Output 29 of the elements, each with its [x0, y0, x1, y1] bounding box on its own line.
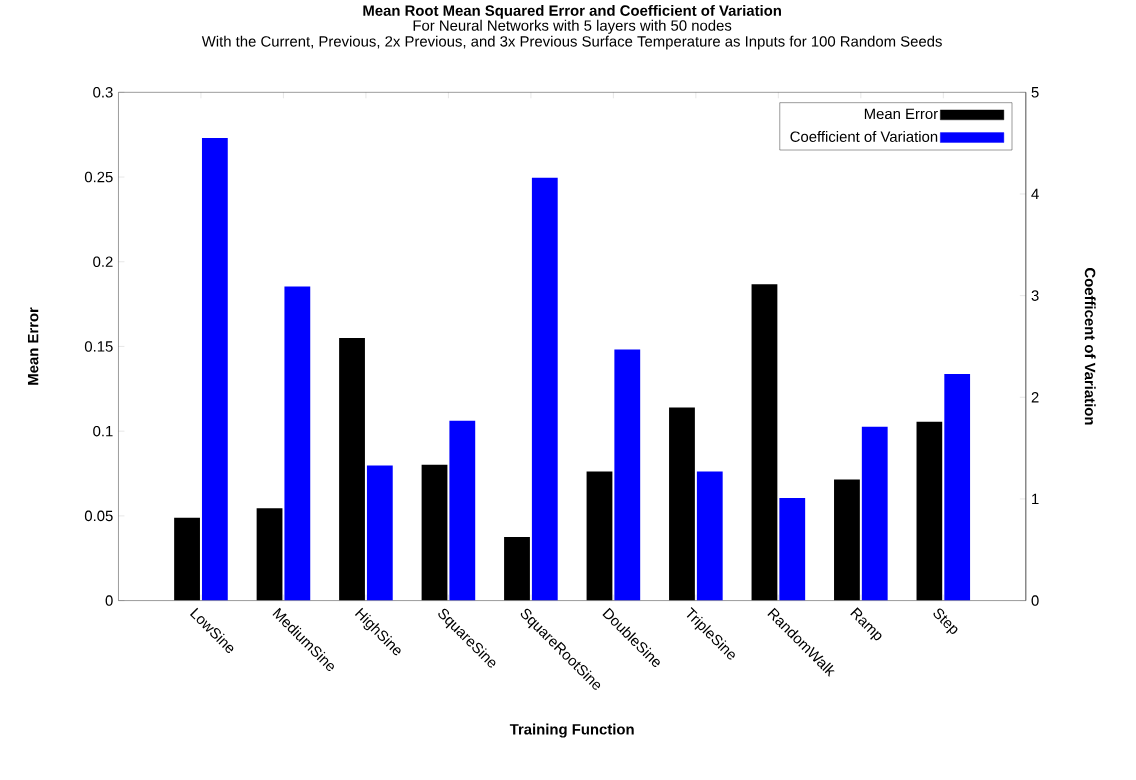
y2-tick-label: 2 — [1031, 391, 1039, 403]
y-tick-label: 0.1 — [93, 425, 113, 437]
y2-tick-label: 1 — [1032, 493, 1039, 504]
y-tick-label: 0.25 — [84, 171, 113, 183]
y2-tick-label: 4 — [1031, 188, 1039, 199]
bar — [504, 536, 530, 601]
y-tick-label: 0.05 — [84, 510, 113, 522]
bar — [751, 284, 778, 601]
bar — [531, 177, 558, 601]
y-axis-title: Mean Error — [27, 307, 39, 385]
y2-tick-label: 3 — [1031, 290, 1039, 301]
y2-tick-label: 5 — [1031, 87, 1039, 98]
bar — [174, 517, 200, 601]
text: With the Current, Previous, 2x Previous, and 3x Previous Surface Temperature as Inputs for 100 Random Seeds — [201, 35, 942, 50]
bar — [284, 286, 311, 601]
legend-label: Mean Error — [864, 108, 938, 119]
legend-label: Coefficient of Variation — [790, 130, 938, 142]
x-axis-title: Training Function — [509, 723, 634, 738]
chart-title: Mean Root Mean Squared Error and Coefficient of Variation — [363, 4, 781, 19]
y2-tick-label: 0 — [1031, 595, 1039, 606]
bar — [201, 137, 228, 601]
y-tick-label: 0.15 — [84, 341, 113, 352]
y-tick-label: 0.2 — [93, 256, 113, 267]
y-tick-label: 0 — [105, 595, 113, 606]
bar — [779, 497, 806, 601]
bar — [256, 508, 283, 601]
chart-subtitle: For Neural Networks with 5 layers with 50 nodes — [413, 19, 732, 34]
y2-axis-title: Coefficent of Variation — [1084, 267, 1096, 425]
y-tick-label: 0.3 — [93, 86, 113, 98]
